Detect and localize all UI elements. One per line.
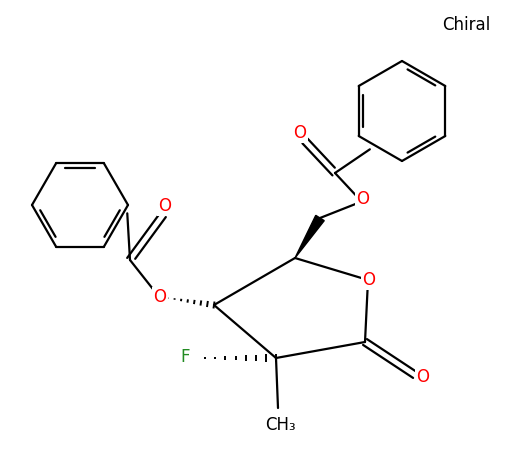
Text: O: O bbox=[416, 368, 430, 386]
Text: O: O bbox=[154, 288, 166, 306]
Text: O: O bbox=[356, 190, 370, 208]
Text: O: O bbox=[159, 197, 172, 215]
Text: F: F bbox=[180, 348, 190, 366]
Text: O: O bbox=[293, 124, 307, 142]
Text: O: O bbox=[362, 271, 375, 289]
Text: CH₃: CH₃ bbox=[265, 416, 295, 434]
Text: Chiral: Chiral bbox=[442, 16, 490, 34]
Polygon shape bbox=[295, 215, 324, 258]
